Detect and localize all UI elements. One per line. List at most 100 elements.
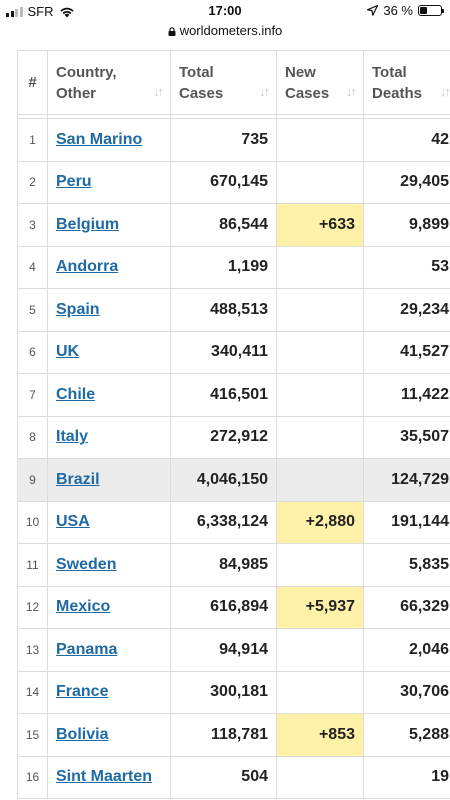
country-link[interactable]: UK	[56, 343, 80, 361]
new-cases-cell	[276, 160, 364, 204]
country-link[interactable]: Brazil	[56, 470, 100, 488]
new-cases-cell	[276, 245, 364, 289]
total-cases-cell: 670,145	[170, 160, 277, 204]
rank-cell: 7	[17, 373, 48, 417]
total-deaths-cell: 35,507	[363, 415, 450, 459]
country-cell: Bolivia	[47, 713, 171, 757]
table-row: 5 Spain 488,513 29,234	[17, 288, 450, 332]
rank-cell: 16	[17, 755, 48, 799]
country-cell: Panama	[47, 628, 171, 672]
total-deaths-cell: 41,527	[363, 330, 450, 374]
total-deaths-cell: 30,706	[363, 670, 450, 714]
total-deaths-cell: 66,329	[363, 585, 450, 629]
sort-icon[interactable]: ↓↑	[440, 84, 450, 99]
country-cell: Chile	[47, 373, 171, 417]
table-row: 8 Italy 272,912 35,507	[17, 415, 450, 459]
total-cases-cell: 300,181	[170, 670, 277, 714]
header-country[interactable]: Country, Other ↓↑	[47, 50, 171, 115]
country-cell: San Marino	[47, 118, 171, 162]
rank-cell: 15	[17, 713, 48, 757]
table-row: 7 Chile 416,501 11,422	[17, 373, 450, 417]
country-link[interactable]: Italy	[56, 428, 89, 446]
rank-cell: 3	[17, 203, 48, 247]
country-link[interactable]: Sweden	[56, 555, 117, 573]
country-link[interactable]: Bolivia	[56, 725, 109, 743]
new-cases-cell: +5,937	[276, 585, 364, 629]
address-bar[interactable]: worldometers.info	[0, 20, 450, 40]
carrier-name: SFR	[27, 4, 54, 19]
country-cell: Sint Maarten	[47, 755, 171, 799]
total-deaths-cell: 29,234	[363, 288, 450, 332]
header-country-line2: Other	[56, 84, 97, 102]
rank-cell: 5	[17, 288, 48, 332]
covid-stats-table-container: # Country, Other ↓↑ Total Cases ↓↑ New C…	[17, 50, 450, 800]
country-cell: France	[47, 670, 171, 714]
table-row: 3 Belgium 86,544 +633 9,899	[17, 203, 450, 247]
new-cases-cell: +2,880	[276, 500, 364, 544]
total-deaths-cell: 124,729	[363, 458, 450, 502]
new-cases-cell	[276, 755, 364, 799]
covid-stats-table: # Country, Other ↓↑ Total Cases ↓↑ New C…	[17, 50, 450, 799]
new-cases-cell	[276, 118, 364, 162]
header-new-cases[interactable]: New Cases ↓↑	[276, 50, 364, 115]
table-row: 11 Sweden 84,985 5,835	[17, 543, 450, 587]
country-link[interactable]: Belgium	[56, 215, 120, 233]
country-link[interactable]: Peru	[56, 173, 92, 191]
table-row: 10 USA 6,338,124 +2,880 191,144	[17, 500, 450, 544]
new-cases-cell	[276, 373, 364, 417]
total-deaths-cell: 5,835	[363, 543, 450, 587]
country-link[interactable]: France	[56, 683, 109, 701]
rank-cell: 12	[17, 585, 48, 629]
rank-cell: 10	[17, 500, 48, 544]
total-deaths-cell: 29,405	[363, 160, 450, 204]
country-link[interactable]: Spain	[56, 300, 100, 318]
country-cell: Belgium	[47, 203, 171, 247]
header-total-deaths[interactable]: Total Deaths ↓↑	[363, 50, 450, 115]
rank-cell: 6	[17, 330, 48, 374]
total-deaths-cell: 191,144	[363, 500, 450, 544]
total-cases-cell: 416,501	[170, 373, 277, 417]
url-text: worldometers.info	[179, 22, 283, 38]
rank-cell: 9	[17, 458, 48, 502]
status-bar: SFR 17:00 36 %	[0, 0, 450, 22]
total-cases-cell: 340,411	[170, 330, 277, 374]
country-link[interactable]: Chile	[56, 385, 96, 403]
table-row: 13 Panama 94,914 2,046	[17, 628, 450, 672]
table-row: 14 France 300,181 30,706	[17, 670, 450, 714]
rank-cell: 13	[17, 628, 48, 672]
sort-icon[interactable]: ↓↑	[259, 84, 270, 99]
sort-icon[interactable]: ↓↑	[153, 84, 164, 99]
rank-cell: 11	[17, 543, 48, 587]
sort-icon[interactable]: ↓↑	[346, 84, 357, 99]
country-link[interactable]: USA	[56, 513, 90, 531]
total-deaths-cell: 11,422	[363, 373, 450, 417]
table-row: 15 Bolivia 118,781 +853 5,288	[17, 713, 450, 757]
country-link[interactable]: San Marino	[56, 130, 143, 148]
header-total-deaths-line1: Total	[372, 63, 407, 81]
country-cell: UK	[47, 330, 171, 374]
country-link[interactable]: Andorra	[56, 258, 119, 276]
table-row: 6 UK 340,411 41,527	[17, 330, 450, 374]
rank-cell: 8	[17, 415, 48, 459]
total-cases-cell: 84,985	[170, 543, 277, 587]
table-row: 4 Andorra 1,199 53	[17, 245, 450, 289]
header-total-deaths-line2: Deaths	[372, 84, 423, 102]
header-total-cases-line1: Total	[179, 63, 214, 81]
rank-cell: 14	[17, 670, 48, 714]
total-deaths-cell: 2,046	[363, 628, 450, 672]
country-link[interactable]: Sint Maarten	[56, 768, 153, 786]
total-cases-cell: 1,199	[170, 245, 277, 289]
country-cell: USA	[47, 500, 171, 544]
header-total-cases[interactable]: Total Cases ↓↑	[170, 50, 277, 115]
country-link[interactable]: Panama	[56, 640, 118, 658]
header-total-cases-line2: Cases	[179, 84, 224, 102]
total-deaths-cell: 19	[363, 755, 450, 799]
table-row: 12 Mexico 616,894 +5,937 66,329	[17, 585, 450, 629]
new-cases-cell	[276, 543, 364, 587]
new-cases-cell	[276, 670, 364, 714]
total-cases-cell: 272,912	[170, 415, 277, 459]
total-deaths-cell: 42	[363, 118, 450, 162]
country-link[interactable]: Mexico	[56, 598, 111, 616]
total-cases-cell: 735	[170, 118, 277, 162]
country-cell: Mexico	[47, 585, 171, 629]
